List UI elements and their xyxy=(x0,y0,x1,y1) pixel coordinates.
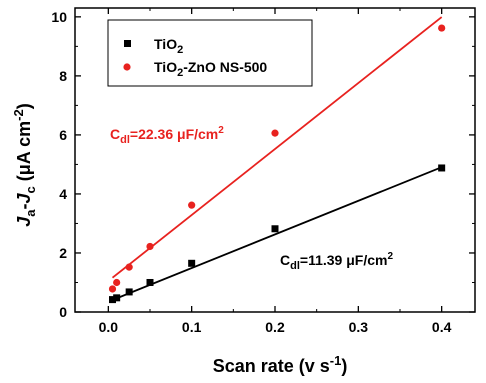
data-point-tio2 xyxy=(271,225,279,233)
legend-box xyxy=(107,19,313,87)
x-tick-label: 0.3 xyxy=(349,319,369,335)
x-axis-title-end: ) xyxy=(341,356,347,376)
y-axis-title-units: (μA cm xyxy=(14,121,34,186)
data-point-tio2 xyxy=(109,296,116,304)
y-tick-label: 0 xyxy=(59,304,67,320)
x-axis-title-sup: -1 xyxy=(330,353,342,368)
data-point-tio2-zno xyxy=(188,201,196,209)
data-point-tio2-zno xyxy=(271,129,279,137)
x-tick-label: 0.2 xyxy=(265,319,285,335)
x-tick-label: 0.1 xyxy=(182,319,202,335)
x-tick-label: 0.0 xyxy=(99,319,119,335)
y-axis-title-ja-sub: a xyxy=(23,209,38,217)
annotation-black-cdl: Cdl=11.39 μF/cm2 xyxy=(280,251,393,272)
y-axis-title-units-end: ) xyxy=(14,103,34,109)
legend-label-tio2-zno-sub: 2 xyxy=(177,67,183,79)
annotation-black-sup: 2 xyxy=(387,251,393,262)
legend: TiO2 TiO2-ZnO NS-500 xyxy=(107,19,313,87)
legend-label-tio2: TiO2 xyxy=(154,36,183,56)
legend-label-tio2-main: TiO xyxy=(154,36,177,52)
legend-marker-tio2 xyxy=(124,40,131,47)
y-axis-title: Ja-Jc (μA cm-2) xyxy=(11,103,38,226)
data-point-tio2 xyxy=(188,259,196,267)
y-tick-label: 10 xyxy=(51,9,67,25)
data-point-tio2 xyxy=(438,164,446,172)
x-axis-title: Scan rate (v s-1) xyxy=(213,353,348,376)
annotation-red-value: =22.36 μF/cm xyxy=(130,126,218,142)
fit-line-tio2-zno xyxy=(111,16,443,279)
y-axis-title-dash: - xyxy=(14,203,34,209)
y-tick-label: 6 xyxy=(59,127,67,143)
y-axis-title-ja: J xyxy=(14,216,34,227)
data-point-tio2-zno xyxy=(438,24,446,32)
annotation-red-sup: 2 xyxy=(218,125,224,136)
data-point-tio2-zno xyxy=(146,242,154,251)
y-axis-title-units-sup: -2 xyxy=(11,109,26,121)
legend-label-tio2-zno: TiO2-ZnO NS-500 xyxy=(154,59,267,79)
annotation-black-sub: dl xyxy=(290,260,300,272)
y-axis-title-jc-sub: c xyxy=(23,186,38,193)
fit-line-tio2 xyxy=(112,166,443,301)
axis-ticks: 0.0 0.1 0.2 0.3 0.4 0 2 4 6 8 10 xyxy=(51,8,475,335)
data-point-tio2 xyxy=(113,294,121,302)
data-point-tio2 xyxy=(146,278,154,286)
x-axis-title-main: Scan rate (v s xyxy=(213,356,330,376)
annotation-red-prefix: C xyxy=(110,126,120,142)
y-tick-label: 4 xyxy=(59,186,67,202)
data-markers xyxy=(108,24,446,304)
x-tick-label: 0.4 xyxy=(432,319,452,335)
legend-label-tio2-zno-rest: -ZnO NS-500 xyxy=(183,59,267,75)
data-point-tio2-zno xyxy=(108,285,117,293)
legend-label-tio2-sub: 2 xyxy=(177,44,183,56)
data-point-tio2 xyxy=(125,288,133,296)
legend-label-tio2-zno-main: TiO xyxy=(154,59,177,75)
annotation-red-sub: dl xyxy=(120,134,130,146)
fit-lines xyxy=(111,16,443,301)
annotation-black-value: =11.39 μF/cm xyxy=(300,252,388,268)
annotation-red-cdl: Cdl=22.36 μF/cm2 xyxy=(110,125,224,146)
legend-marker-tio2-zno xyxy=(123,63,131,71)
y-tick-label: 2 xyxy=(59,245,67,261)
data-point-tio2-zno xyxy=(125,263,133,271)
annotation-black-prefix: C xyxy=(280,252,290,268)
y-axis-title-jc: J xyxy=(14,192,34,203)
y-tick-label: 8 xyxy=(59,68,67,84)
data-point-tio2-zno xyxy=(113,278,121,287)
